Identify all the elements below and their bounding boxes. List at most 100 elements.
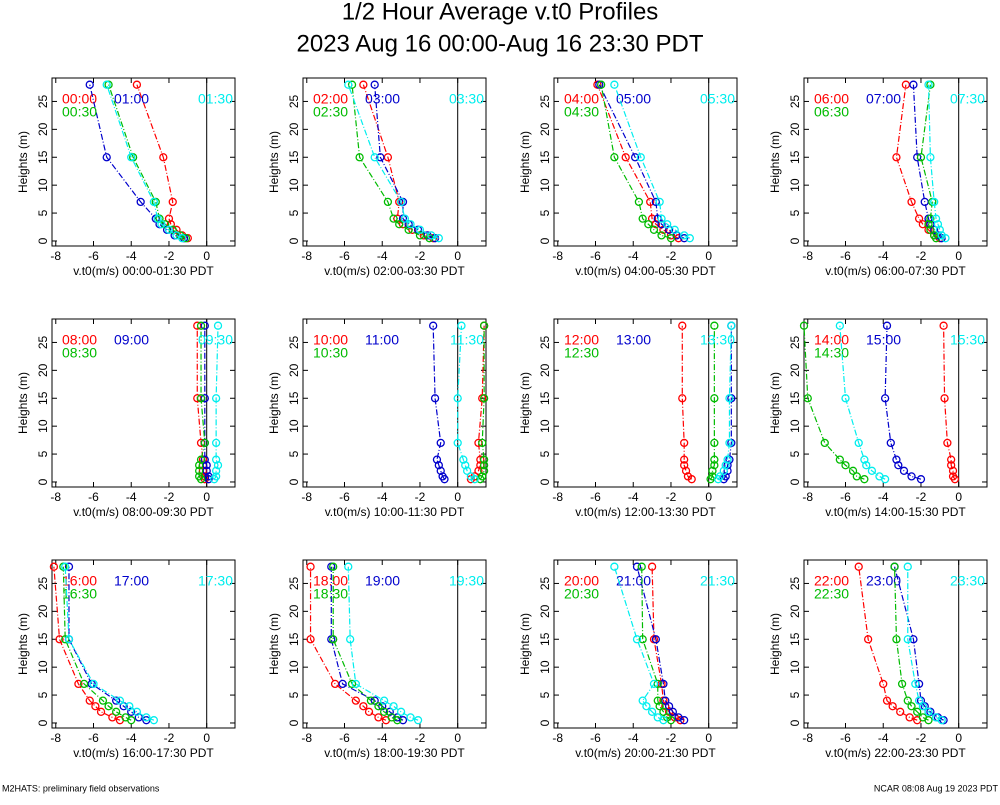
y-axis-label: Heights (m)	[16, 613, 30, 675]
profile-line	[920, 84, 937, 239]
y-axis-label: Heights (m)	[267, 372, 281, 434]
plot-frame	[553, 559, 738, 729]
profile-point	[642, 702, 651, 711]
x-tick-label: -4	[377, 731, 388, 745]
legend-label: 07:00	[866, 91, 901, 107]
profile-point	[820, 438, 829, 448]
profile-line	[907, 566, 942, 721]
profile-line	[136, 84, 189, 239]
y-tick-label: 5	[287, 450, 301, 457]
profile-point	[680, 455, 689, 464]
profile-point	[644, 220, 653, 229]
profile-point	[79, 679, 89, 689]
profile-line	[479, 325, 485, 480]
profile-point	[914, 696, 924, 705]
y-tick-label: 10	[788, 178, 802, 192]
profile-point	[678, 321, 687, 330]
x-axis-label: v.t0(m/s) 06:00-07:30 PDT	[825, 264, 966, 278]
x-tick-label: -8	[802, 731, 813, 745]
profile-point	[432, 455, 442, 464]
profile-point	[721, 472, 730, 481]
profile-point	[200, 438, 209, 448]
x-tick-label: -2	[916, 490, 927, 504]
plot-frame	[803, 559, 988, 729]
profile-point	[427, 231, 436, 240]
profile-point	[636, 153, 645, 162]
x-tick-label: -6	[88, 249, 99, 263]
profile-point	[913, 707, 922, 716]
profile-line	[641, 566, 672, 721]
profile-point	[638, 214, 647, 223]
x-tick-label: -4	[628, 731, 639, 745]
profile-point	[462, 466, 472, 475]
y-tick-label: 0	[36, 237, 50, 244]
profile-line	[596, 84, 679, 239]
y-tick-label: 25	[287, 94, 301, 108]
profile-point	[479, 455, 489, 464]
profile-point	[841, 461, 850, 470]
profile-point	[346, 635, 355, 644]
y-tick-label: 20	[538, 122, 552, 136]
profile-point	[719, 466, 728, 475]
y-tick-label: 20	[287, 122, 301, 136]
x-axis-label: v.t0(m/s) 12:00-13:30 PDT	[575, 505, 716, 519]
profile-point	[651, 635, 661, 644]
legend-label: 19:00	[365, 573, 400, 589]
legend-label: 08:00	[62, 332, 97, 348]
x-axis-label: v.t0(m/s) 02:00-03:30 PDT	[324, 264, 465, 278]
x-tick-label: -2	[164, 731, 175, 745]
profile-point	[136, 197, 145, 207]
profile-point	[880, 394, 890, 403]
profile-point	[710, 438, 719, 448]
profile-point	[860, 475, 869, 484]
legend-label: 03:30	[449, 91, 484, 107]
profile-point	[715, 472, 725, 481]
x-tick-label: -2	[666, 490, 677, 504]
profile-line	[106, 84, 183, 239]
x-tick-label: 0	[955, 731, 962, 745]
profile-point	[457, 321, 466, 330]
legend-label: 08:30	[62, 345, 97, 361]
x-tick-label: -8	[301, 249, 312, 263]
profile-point	[924, 220, 933, 229]
y-tick-label: 5	[788, 691, 802, 698]
profile-point	[896, 707, 905, 716]
profile-point	[903, 635, 912, 644]
profile-point	[649, 225, 659, 234]
legend-label: 03:00	[365, 91, 400, 107]
profile-point	[668, 707, 678, 716]
profile-point	[415, 231, 425, 240]
legend-label: 20:00	[564, 573, 599, 589]
profile-point	[947, 461, 956, 470]
profile-point	[359, 702, 368, 711]
legend-label: 09:30	[198, 332, 233, 348]
profile-point	[708, 466, 717, 475]
y-tick-label: 25	[538, 576, 552, 590]
profile-point	[657, 220, 666, 229]
x-tick-label: -2	[415, 249, 426, 263]
x-tick-label: 0	[454, 731, 461, 745]
y-tick-label: 20	[788, 604, 802, 618]
profile-point	[438, 472, 447, 481]
profile-line	[351, 84, 430, 239]
profile-point	[168, 197, 177, 207]
y-tick-label: 5	[788, 209, 802, 216]
profile-point	[149, 716, 159, 725]
x-axis-label: v.t0(m/s) 22:00-23:30 PDT	[825, 746, 966, 760]
profile-point	[681, 466, 691, 475]
x-tick-label: -2	[164, 490, 175, 504]
profile-point	[935, 225, 944, 234]
profile-line	[858, 566, 918, 721]
profile-point	[680, 461, 689, 470]
x-tick-label: -8	[802, 249, 813, 263]
profile-point	[366, 696, 376, 705]
x-tick-label: -8	[802, 490, 813, 504]
y-tick-label: 20	[287, 363, 301, 377]
x-tick-label: -2	[916, 249, 927, 263]
profile-point	[404, 225, 413, 234]
profile-point	[860, 455, 869, 464]
profile-point	[926, 225, 935, 234]
x-tick-label: -8	[50, 490, 61, 504]
profile-point	[347, 679, 357, 689]
x-tick-label: -8	[301, 490, 312, 504]
